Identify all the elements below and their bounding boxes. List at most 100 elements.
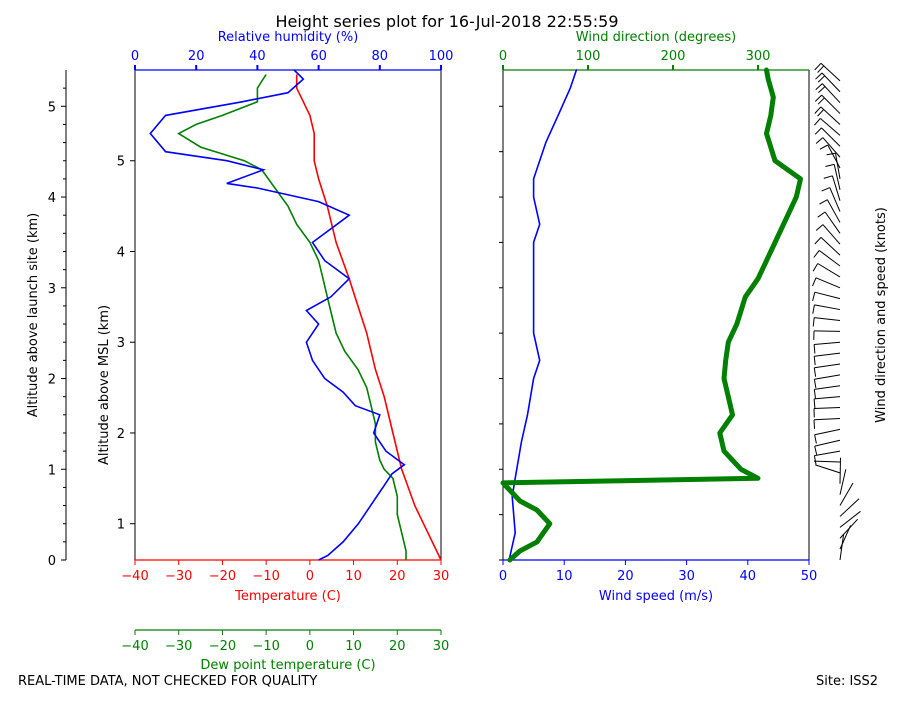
wind-barb-staff (840, 458, 841, 484)
launch-altitude-tick-label: 4 (48, 191, 56, 206)
msl-tick-label: 4 (117, 245, 125, 260)
temp-tick-label: 20 (389, 569, 406, 584)
wind-barb-flag (814, 399, 815, 408)
temp-axis-label: Temperature (C) (234, 589, 341, 604)
dew-tick-label: −30 (165, 639, 192, 654)
rh-axis-label: Relative humidity (%) (218, 30, 359, 45)
dew-axis-label: Dew point temperature (C) (200, 658, 375, 673)
dir-tick-label: 100 (576, 49, 601, 64)
dew-tick-label: −10 (252, 639, 279, 654)
wind-barb-flag (813, 292, 815, 301)
dew-tick-label: 0 (306, 639, 314, 654)
wind-barb-flag (815, 237, 821, 244)
launch-altitude-axis-label: Altitude above launch site (km) (26, 213, 41, 417)
wind-barb-flag (818, 110, 824, 117)
wind-barb-flag (814, 345, 815, 354)
rh-tick-label: 100 (429, 49, 454, 64)
rh-profile-line (150, 70, 404, 560)
launch-altitude-tick-label: 1 (48, 463, 56, 478)
wind-barb-staff (814, 364, 840, 368)
wind-barb-staff (814, 375, 840, 379)
wind-barb-staff (814, 386, 840, 390)
rh-tick-label: 0 (131, 49, 139, 64)
wind-barb-flag (818, 87, 825, 93)
launch-altitude-tick-label: 3 (48, 282, 56, 297)
speed-profile-line (509, 70, 576, 560)
dir-axis-label: Wind direction (degrees) (576, 30, 736, 45)
wind-barb-staff (814, 408, 840, 409)
dew-tick-label: −20 (209, 639, 236, 654)
wind-barb-staff (816, 278, 840, 288)
rh-tick-label: 20 (188, 49, 205, 64)
dew-tick-label: 20 (389, 639, 406, 654)
temp-tick-label: −40 (121, 569, 148, 584)
wind-barb-flag (815, 95, 821, 101)
rh-tick-label: 60 (310, 49, 327, 64)
wind-barb-staff (814, 418, 840, 419)
dew-tick-label: 30 (433, 639, 450, 654)
wind-barb-flag (814, 356, 815, 365)
wind-barb-flag (815, 446, 817, 455)
quality-disclaimer: REAL-TIME DATA, NOT CHECKED FOR QUALITY (18, 674, 317, 689)
wind-barb-flag (818, 66, 824, 73)
wind-barb-staff (818, 264, 840, 277)
dew-tick-label: 10 (345, 639, 362, 654)
wind-barb-flag (815, 435, 817, 444)
wind-barb-staff (814, 353, 840, 356)
msl-tick-label: 3 (117, 336, 125, 351)
wind-barb-flag (827, 153, 836, 155)
wind-barb-flag (816, 225, 823, 231)
temp-tick-label: −30 (165, 569, 192, 584)
wind-barb-flag (815, 128, 821, 134)
wind-barb-flag (814, 456, 816, 465)
wind-barb-staff (840, 469, 846, 494)
dir-profile-line (503, 70, 801, 560)
wind-barb-flag (814, 389, 815, 398)
wind-barb-staff (814, 305, 840, 310)
msl-tick-label: 1 (117, 518, 125, 533)
rh-tick-label: 80 (372, 49, 389, 64)
dir-tick-label: 300 (746, 49, 771, 64)
wind-barb-staff (814, 342, 840, 344)
wind-barb-flag (815, 107, 821, 114)
rh-tick-label: 40 (249, 49, 266, 64)
wind-barb-flag (825, 164, 834, 166)
wind-barb-flag (816, 84, 823, 90)
temp-tick-label: 10 (345, 569, 362, 584)
dew-profile-line (179, 75, 406, 561)
wind-barb-staff (815, 440, 840, 446)
site-label: Site: ISS2 (816, 674, 878, 689)
wind-barb-staff (815, 465, 840, 473)
temp-profile-line (297, 75, 441, 561)
dew-tick-label: −40 (121, 639, 148, 654)
wind-barb-flag (815, 63, 821, 70)
wind-barb-flag (820, 145, 828, 149)
launch-altitude-tick-label: 2 (48, 373, 56, 388)
wind-barb-flag (818, 98, 824, 104)
launch-altitude-tick-label: 5 (48, 100, 56, 115)
wind-barb-staff (814, 461, 840, 462)
speed-tick-label: 0 (499, 569, 507, 584)
wind-barb-flag (814, 250, 819, 257)
dir-tick-label: 0 (499, 49, 507, 64)
wind-barb-staff (821, 237, 840, 255)
temp-tick-label: 0 (306, 569, 314, 584)
speed-tick-label: 30 (678, 569, 695, 584)
wind-barb-staff (830, 188, 840, 212)
wind-barb-flag (813, 305, 815, 314)
launch-altitude-tick-label: 0 (48, 554, 56, 569)
chart-title: Height series plot for 16-Jul-2018 22:55… (275, 12, 618, 31)
wind-barb-staff (820, 118, 840, 135)
msl-tick-label: 5 (117, 155, 125, 170)
wind-barb-staff (821, 63, 840, 81)
msl-axis-label: Altitude above MSL (km) (97, 305, 112, 465)
wind-barb-flag (822, 188, 830, 192)
wind-barb-staff (827, 200, 840, 223)
wind-barb-flag (816, 138, 823, 144)
temp-tick-label: −20 (209, 569, 236, 584)
dir-tick-label: 200 (661, 49, 686, 64)
wind-barb-flag (814, 379, 816, 388)
